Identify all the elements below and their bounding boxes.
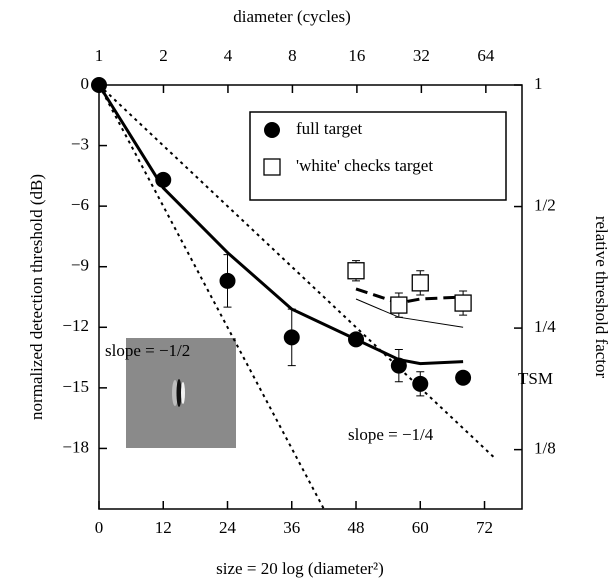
y2-tick-label: 1 <box>534 74 543 93</box>
legend-label: full target <box>296 119 363 138</box>
y-axis-title: normalized detection threshold (dB) <box>27 174 46 420</box>
data-point <box>91 77 107 93</box>
y-tick-label: −6 <box>71 195 89 214</box>
data-point <box>347 262 365 280</box>
data-point <box>219 272 236 289</box>
x2-tick-label: 32 <box>413 46 430 65</box>
data-point <box>390 296 408 314</box>
data-point <box>455 369 472 386</box>
data-point <box>348 331 365 348</box>
x2-tick-label: 2 <box>159 46 168 65</box>
x-tick-label: 48 <box>348 518 365 537</box>
x2-tick-label: 64 <box>477 46 495 65</box>
data-point <box>411 274 429 292</box>
annotation: slope = −1/2 <box>105 341 190 360</box>
legend-marker <box>264 122 280 138</box>
x2-tick-label: 16 <box>348 46 365 65</box>
y2-axis-title: relative threshold factor <box>592 216 611 379</box>
model-line <box>98 84 325 510</box>
data-point <box>283 329 300 346</box>
annotation: slope = −1/4 <box>348 425 434 444</box>
y-tick-label: −12 <box>62 316 89 335</box>
legend-marker <box>263 158 281 176</box>
y-tick-label: 0 <box>81 74 90 93</box>
data-point <box>390 357 407 374</box>
y-tick-label: −3 <box>71 134 89 153</box>
model-line <box>355 298 464 328</box>
legend-box <box>249 111 507 201</box>
data-point <box>454 294 472 312</box>
x-tick-label: 24 <box>219 518 237 537</box>
inset-dark <box>176 379 182 407</box>
inset-bright <box>181 382 185 404</box>
y2-tick-label: 1/8 <box>534 439 556 458</box>
x2-tick-label: 8 <box>288 46 297 65</box>
plot-frame <box>98 84 523 510</box>
y-tick-label: −15 <box>62 377 89 396</box>
x-tick-label: 72 <box>476 518 493 537</box>
data-point <box>155 171 172 188</box>
x2-tick-label: 4 <box>224 46 233 65</box>
x2-axis-title: diameter (cycles) <box>233 7 351 26</box>
x-tick-label: 12 <box>155 518 172 537</box>
x-axis-title: size = 20 log (diameter²) <box>216 559 384 578</box>
y2-tick-label: 1/2 <box>534 195 556 214</box>
model-line <box>355 287 464 305</box>
model-line <box>97 84 464 366</box>
data-point <box>412 375 429 392</box>
x-tick-label: 60 <box>412 518 429 537</box>
legend-label: 'white' checks target <box>296 156 433 175</box>
x-tick-label: 0 <box>95 518 104 537</box>
y2-tick-label: 1/4 <box>534 317 556 336</box>
inset-light <box>172 380 178 406</box>
y-tick-label: −18 <box>62 437 89 456</box>
x2-tick-label: 1 <box>95 46 104 65</box>
x-tick-label: 36 <box>283 518 300 537</box>
inset-image <box>126 338 236 448</box>
y-tick-label: −9 <box>71 256 89 275</box>
annotation: TSM <box>518 369 553 388</box>
